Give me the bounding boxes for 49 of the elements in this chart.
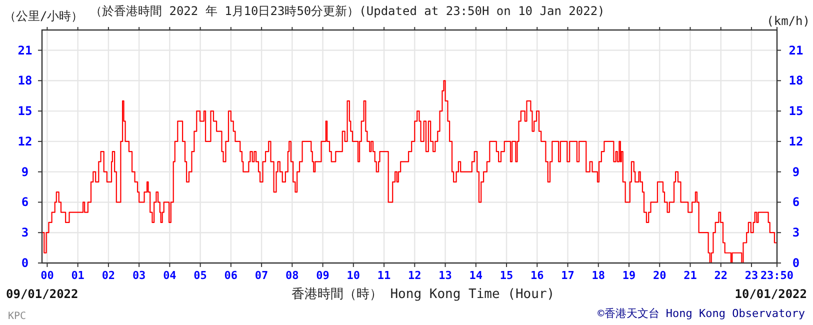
x-tick-label: 23:50 bbox=[760, 269, 794, 282]
y2-tick-label: 21 bbox=[788, 43, 804, 58]
y-tick-label: 21 bbox=[18, 43, 32, 58]
y2-tick-label: 3 bbox=[792, 226, 800, 240]
y2-axis-title: (km/h) bbox=[766, 14, 810, 28]
x-tick-label: 05 bbox=[194, 269, 207, 282]
x-tick-label: 12 bbox=[408, 269, 422, 282]
x-tick-label: 13 bbox=[438, 269, 452, 282]
y2-tick-label: 9 bbox=[792, 164, 800, 179]
text: 09/01/2022 bbox=[6, 287, 78, 301]
x-axis-title: 香港時間（時） Hong Kong Time (Hour) bbox=[291, 287, 555, 302]
x-tick-label: 20 bbox=[652, 269, 666, 282]
x-tick-label: 14 bbox=[469, 269, 483, 282]
y-tick-label: 18 bbox=[18, 74, 32, 88]
y-tick-label: 6 bbox=[21, 195, 29, 210]
y2-tick-label: 6 bbox=[792, 195, 800, 210]
x-tick-label: 06 bbox=[224, 269, 238, 282]
y2-tick-label: 18 bbox=[788, 74, 804, 88]
x-tick-label: 00 bbox=[40, 269, 54, 282]
x-tick-label: 22 bbox=[714, 269, 728, 282]
chart-title: （於香港時間 2022 年 1月10日23時50分更新）(Updated at 23:50H on 10 Jan 2022) bbox=[90, 4, 605, 18]
x-tick-label: 04 bbox=[163, 269, 177, 282]
x-tick-label: 10 bbox=[346, 269, 360, 282]
x-tick-label: 19 bbox=[622, 269, 636, 282]
text: 10/01/2022 bbox=[734, 287, 807, 301]
x-tick-label: 18 bbox=[592, 269, 606, 282]
x-tick-label: 23 bbox=[744, 269, 758, 282]
y-tick-label: 0 bbox=[21, 256, 29, 270]
text: KPC bbox=[8, 311, 26, 322]
x-tick-label: 15 bbox=[500, 269, 514, 282]
x-tick-label: 11 bbox=[377, 269, 392, 282]
y2-tick-label: 12 bbox=[788, 134, 804, 148]
x-tick-label: 09 bbox=[316, 269, 330, 282]
x-tick-label: 03 bbox=[132, 269, 146, 282]
y2-tick-label: 0 bbox=[792, 256, 800, 270]
y-tick-label: 3 bbox=[21, 226, 29, 240]
text: ©香港天文台 Hong Kong Observatory bbox=[598, 307, 806, 320]
y2-tick-label: 15 bbox=[788, 104, 804, 118]
y-tick-label: 9 bbox=[21, 164, 29, 179]
x-tick-label: 17 bbox=[561, 269, 574, 282]
x-tick-label: 01 bbox=[71, 269, 85, 282]
x-tick-label: 16 bbox=[530, 269, 544, 282]
x-tick-label: 07 bbox=[254, 269, 268, 282]
x-tick-label: 02 bbox=[102, 269, 116, 282]
y-tick-label: 12 bbox=[18, 134, 32, 148]
x-tick-label: 08 bbox=[286, 269, 299, 282]
y-tick-label: 15 bbox=[18, 104, 32, 118]
x-tick-label: 21 bbox=[684, 269, 698, 282]
y-axis-title: （公里/小時） bbox=[4, 9, 84, 23]
